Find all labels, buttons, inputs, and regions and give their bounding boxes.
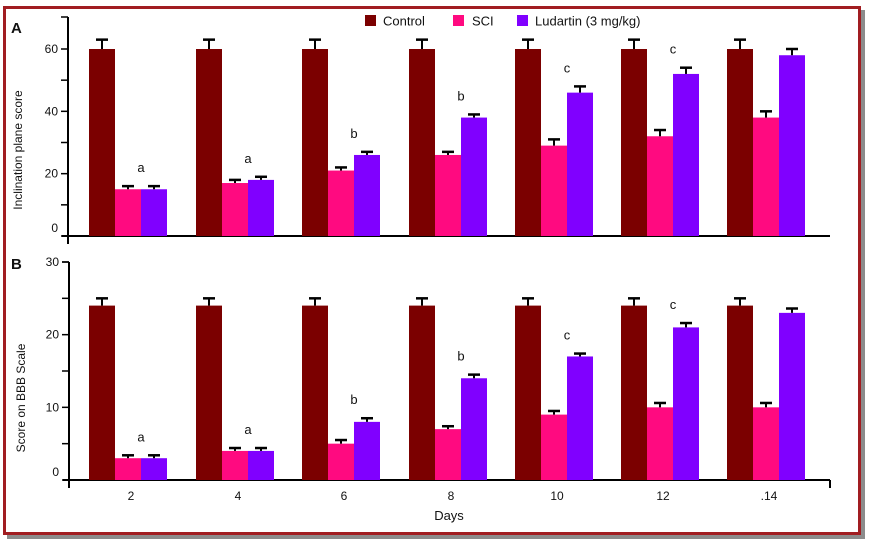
panel-letter: B (11, 256, 22, 273)
y-tick-label: 40 (45, 104, 59, 118)
x-tick-label: .14 (761, 489, 778, 503)
significance-label: b (350, 126, 357, 141)
significance-label: c (564, 60, 571, 75)
significance-label: c (564, 328, 571, 343)
bar-control (727, 305, 753, 480)
bar-ludartin (354, 154, 380, 236)
y-axis-label: Score on BBB Scale (14, 343, 28, 452)
x-tick-label: 10 (550, 489, 564, 503)
bar-control (727, 49, 753, 236)
y-tick-label: 0 (51, 221, 58, 235)
significance-label: a (137, 429, 145, 444)
bar-control (621, 305, 647, 480)
legend-label-0: Control (383, 14, 425, 29)
significance-label: a (244, 151, 252, 166)
bar-sci (222, 183, 248, 236)
y-axis-label: Inclination plane score (11, 90, 25, 210)
bar-control (196, 305, 222, 480)
bar-sci (647, 136, 673, 236)
bar-ludartin (779, 55, 805, 236)
x-tick-label: 8 (448, 489, 455, 503)
significance-label: a (137, 160, 145, 175)
bar-control (409, 49, 435, 236)
bar-control (89, 305, 115, 480)
y-tick-label: 30 (46, 255, 60, 269)
bar-ludartin (141, 189, 167, 236)
bar-ludartin (248, 450, 274, 480)
legend-swatch-1 (453, 15, 464, 26)
bar-sci (435, 154, 461, 236)
bar-ludartin (248, 179, 274, 236)
bar-control (89, 49, 115, 236)
bar-control (409, 305, 435, 480)
bar-sci (647, 407, 673, 480)
bar-control (196, 49, 222, 236)
y-tick-label: 60 (45, 42, 59, 56)
significance-label: b (457, 88, 464, 103)
bar-control (621, 49, 647, 236)
bar-sci (222, 450, 248, 480)
legend-label-2: Ludartin (3 mg/kg) (535, 14, 641, 29)
bar-ludartin (673, 73, 699, 236)
bar-sci (541, 145, 567, 236)
legend-label-1: SCI (472, 14, 494, 29)
significance-label: a (244, 422, 252, 437)
y-tick-label: 10 (46, 400, 60, 414)
bar-sci (541, 414, 567, 480)
bar-ludartin (354, 421, 380, 480)
significance-label: c (670, 42, 677, 57)
x-tick-label: 2 (128, 489, 135, 503)
significance-label: b (457, 349, 464, 364)
bar-ludartin (461, 378, 487, 480)
legend: Control SCI Ludartin (3 mg/kg) (365, 14, 641, 29)
legend-swatch-2 (517, 15, 528, 26)
bar-control (302, 305, 328, 480)
y-tick-label: 0 (52, 465, 59, 479)
x-tick-label: 12 (656, 489, 670, 503)
bar-sci (328, 443, 354, 480)
x-tick-label: 6 (341, 489, 348, 503)
bar-ludartin (673, 327, 699, 480)
panel-b: B 0 10 20 30 Score on BBB Scale a 2 a 4 b 6 b 8 c 10 c 12… (11, 255, 831, 523)
significance-label: c (670, 297, 677, 312)
x-axis-label: Days (434, 508, 464, 523)
bar-sci (328, 170, 354, 236)
bar-control (515, 305, 541, 480)
y-tick-label: 20 (46, 328, 60, 342)
bar-sci (115, 189, 141, 236)
bar-ludartin (567, 92, 593, 236)
bar-ludartin (141, 458, 167, 480)
bar-ludartin (461, 117, 487, 236)
y-tick-label: 20 (45, 167, 59, 181)
bar-sci (753, 117, 779, 236)
bar-control (302, 49, 328, 236)
panel-a: A 0 20 40 60 Inclination plane score a a b b c c (11, 16, 830, 244)
significance-label: b (350, 392, 357, 407)
legend-swatch-0 (365, 15, 376, 26)
bar-ludartin (779, 312, 805, 480)
bar-ludartin (567, 356, 593, 480)
bar-control (515, 49, 541, 236)
bar-sci (435, 429, 461, 480)
bar-sci (115, 458, 141, 480)
panel-letter: A (11, 20, 22, 37)
x-tick-label: 4 (235, 489, 242, 503)
bar-sci (753, 407, 779, 480)
